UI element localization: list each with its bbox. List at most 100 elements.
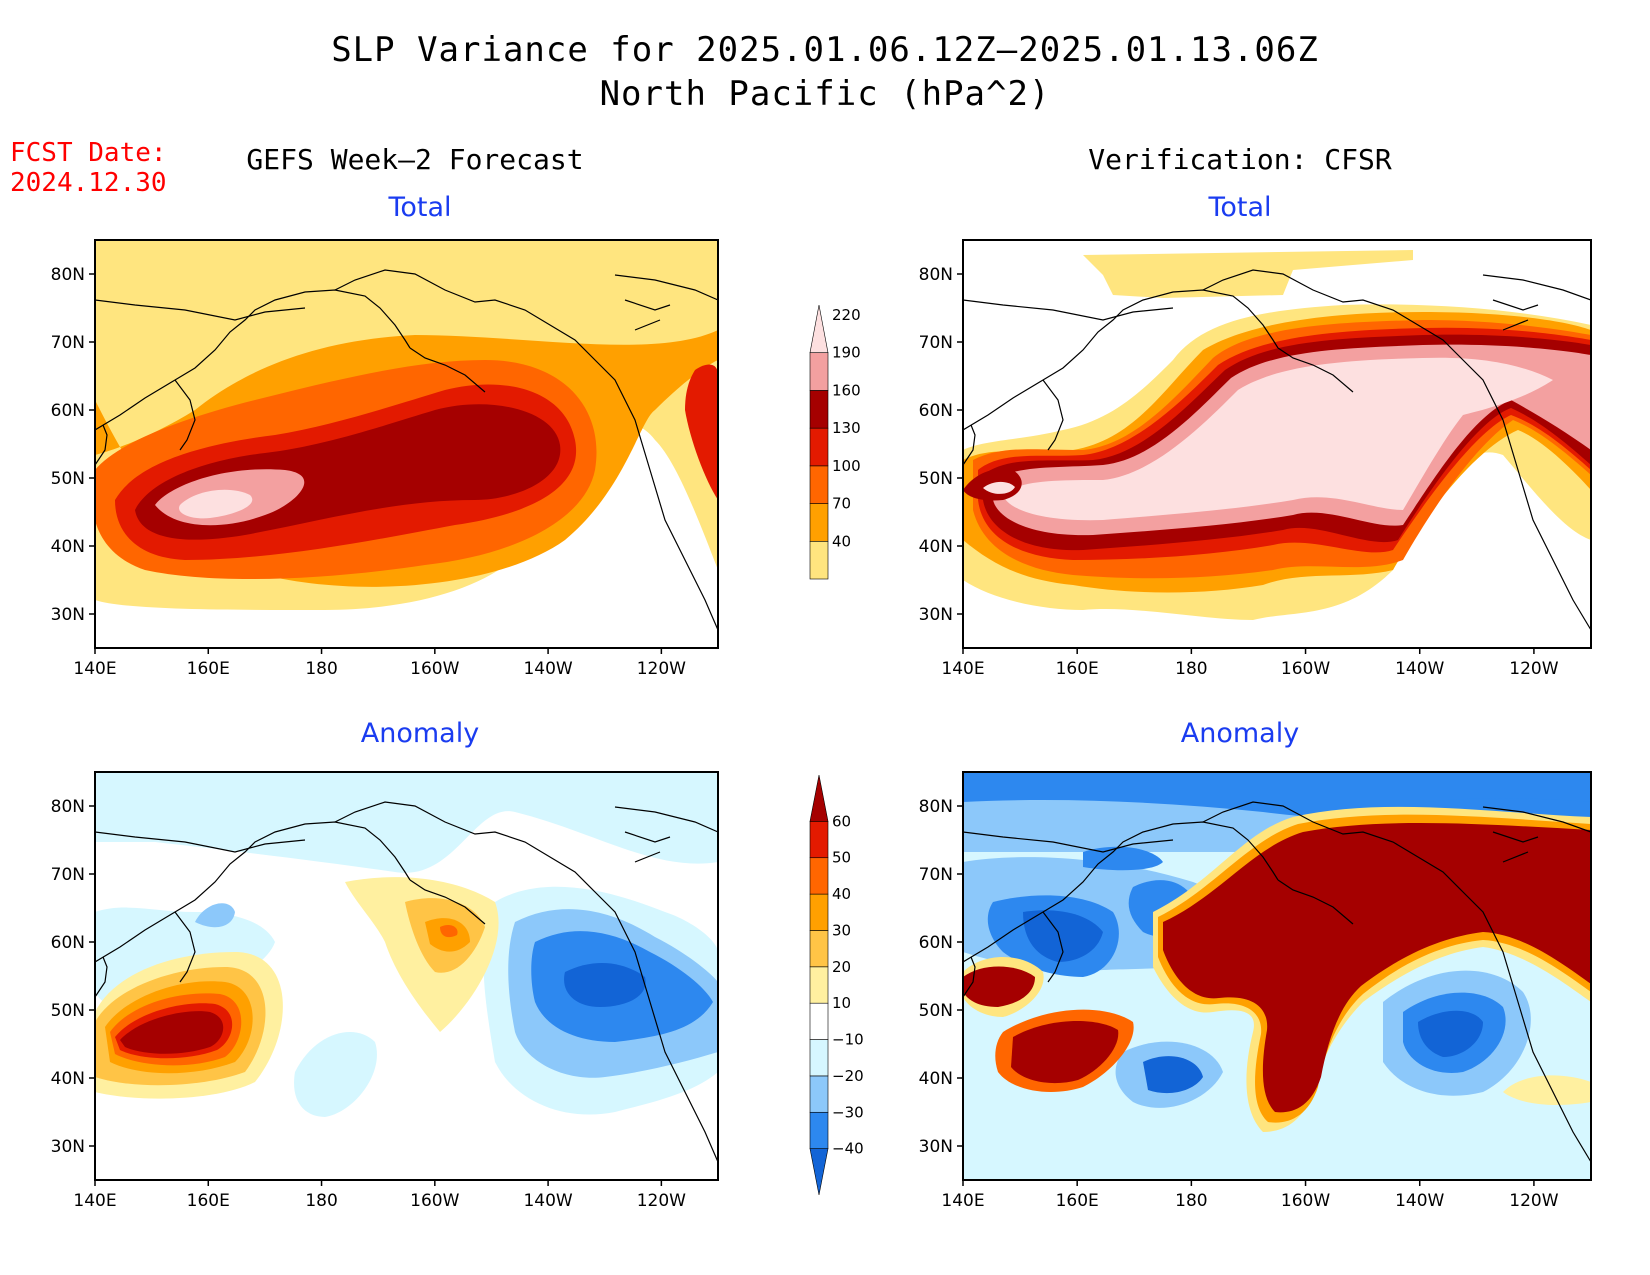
map-forecast-anomaly: 140E 160E 180 160W 140W 120W 30N 40N 50N 60N 70N 80… [51,771,719,1211]
column-title-verification: Verification: CFSR [1088,143,1392,176]
lat-tick-label: 40N [919,537,953,557]
lon-tick-label: 180 [305,1191,337,1211]
lon-tick-label: 160E [1056,659,1099,679]
colorbar-label: −10 [832,1031,864,1049]
panel-title-forecast-anomaly: Anomaly [360,718,480,749]
coastline-overlay [95,269,718,631]
colorbar-swatch [809,966,829,1004]
forecast-total-level-220 [179,489,253,519]
panel-title-forecast-total: Total [388,192,452,223]
colorbar-swatch [809,304,829,354]
colorbar-swatch [809,503,829,542]
lon-tick-label: 180 [1175,1191,1207,1211]
colorbar-swatch [809,540,829,580]
main-subtitle: North Pacific (hPa^2) [599,74,1051,114]
coastline-overlay [963,801,1591,1163]
lat-tick-label: 50N [51,1001,85,1021]
lon-tick-label: 140E [941,659,984,679]
map-frame [962,771,1592,1181]
lat-tick-label: 40N [51,1069,85,1089]
colorbar-label: 70 [832,495,851,513]
lat-tick-label: 30N [51,605,85,625]
colorbar-swatch [809,1075,829,1113]
lon-tick-label: 140E [941,1191,984,1211]
lat-tick-label: 30N [51,1137,85,1157]
main-title: SLP Variance for 2025.01.06.12Z–2025.01.… [331,30,1319,70]
lat-tick-label: 80N [919,797,953,817]
colorbar-label: −20 [832,1067,864,1085]
verification-anomaly-core [1163,823,1591,1113]
colorbar-label: 100 [832,457,861,475]
lat-tick-label: 40N [919,1069,953,1089]
lon-tick-label: 160E [1056,1191,1099,1211]
colorbar-label: 190 [832,344,861,362]
colorbar-label: 40 [832,885,851,903]
colorbar-label: 50 [832,849,851,867]
colorbar-swatch [809,352,829,391]
colorbar-swatch [809,857,829,895]
colorbar-swatch [809,1111,829,1149]
lon-tick-label: 120W [1509,1191,1558,1211]
colorbar-total: 40 70 100 130 160 190 220 [809,304,861,580]
panel-title-verification-anomaly: Anomaly [1180,718,1300,749]
lat-tick-label: 60N [51,401,85,421]
lat-tick-label: 80N [51,265,85,285]
lat-tick-label: 60N [919,933,953,953]
coastline-overlay [95,801,718,1163]
lon-tick-label: 140W [1395,659,1444,679]
colorbar-label: −30 [832,1103,864,1121]
column-title-forecast: GEFS Week–2 Forecast [246,143,584,176]
colorbar-swatch [809,1148,829,1196]
lat-tick-label: 40N [51,537,85,557]
map-frame [94,239,719,649]
verification-total-level-220 [1003,357,1553,521]
lat-tick-label: 80N [51,797,85,817]
map-forecast-total: 140E 160E 180 160W 140W 120W 30N 40N 50N 60N 70N 80… [51,239,719,679]
colorbar-swatch [809,1002,829,1040]
forecast-anomaly-axes: 140E 160E 180 160W 140W 120W 30N 40N 50N 60N 70N 80… [51,797,687,1211]
lon-tick-label: 120W [637,1191,686,1211]
lon-tick-label: 140E [73,659,116,679]
lon-tick-label: 160E [187,1191,230,1211]
lon-tick-label: 120W [637,659,686,679]
lon-tick-label: 140W [523,659,572,679]
lat-tick-label: 30N [919,605,953,625]
lon-tick-label: 160W [1281,1191,1330,1211]
lon-tick-label: 140W [523,1191,572,1211]
forecast-date-label: FCST Date: [10,138,167,168]
lon-tick-label: 160W [1281,659,1330,679]
map-verification-total: 140E 160E 180 160W 140W 120W 30N 40N 50N 60N 70N 80… [919,239,1592,679]
lat-tick-label: 70N [919,333,953,353]
verification-total-top-band [1083,250,1413,298]
forecast-date-block: FCST Date: 2024.12.30 [10,138,167,198]
colorbar-label: 20 [832,958,851,976]
colorbar-swatch [809,1039,829,1077]
colorbar-anomaly: −40 −30 −20 −10 10 20 30 40 50 60 [809,774,864,1196]
lat-tick-label: 50N [919,469,953,489]
verification-anomaly-axes: 140E 160E 180 160W 140W 120W 30N 40N 50N 60N 70N 80… [919,797,1559,1211]
lat-tick-label: 50N [919,1001,953,1021]
colorbar-label: −40 [832,1140,864,1158]
lon-tick-label: 140E [73,1191,116,1211]
lat-tick-label: 70N [51,333,85,353]
forecast-anomaly-level-minus40 [564,962,646,1007]
lat-tick-label: 80N [919,265,953,285]
lon-tick-label: 120W [1509,659,1558,679]
lon-tick-label: 180 [1175,659,1207,679]
colorbar-swatch [809,390,829,429]
map-frame [962,239,1592,649]
lat-tick-label: 70N [919,865,953,885]
lat-tick-label: 30N [919,1137,953,1157]
forecast-total-axes: 140E 160E 180 160W 140W 120W 30N 40N 50N 60N 70N 80… [51,265,687,679]
verification-total-axes: 140E 160E 180 160W 140W 120W 30N 40N 50N 60N 70N 80… [919,265,1559,679]
coastline-overlay [963,269,1591,631]
colorbar-label: 130 [832,419,861,437]
colorbar-label: 30 [832,921,851,939]
lat-tick-label: 50N [51,469,85,489]
colorbar-swatch [809,774,829,822]
lon-tick-label: 160E [187,659,230,679]
colorbar-swatch [809,930,829,968]
forecast-anomaly-level-60 [120,1011,224,1054]
lon-tick-label: 160W [410,1191,459,1211]
panel-title-verification-total: Total [1208,192,1272,223]
